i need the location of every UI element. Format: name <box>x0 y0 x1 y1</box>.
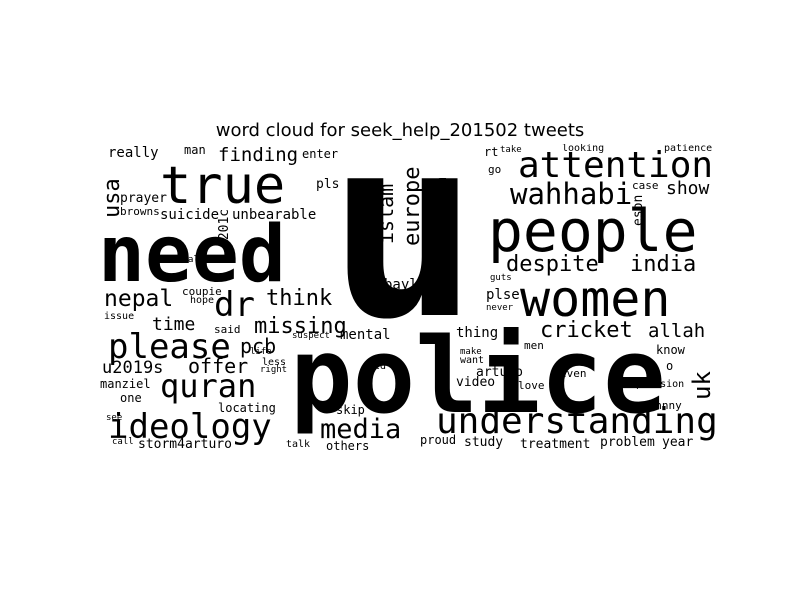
word-quran: quran <box>160 367 257 405</box>
word-make: make <box>460 347 482 357</box>
word-show: show <box>666 178 710 199</box>
word-proud: proud <box>420 433 457 447</box>
word-patience: patience <box>664 144 713 154</box>
word-finding: finding <box>218 144 299 166</box>
word-call: call <box>112 437 134 447</box>
word-prayer: prayer <box>120 191 167 206</box>
word-life: life <box>250 347 272 357</box>
word-really: really <box>108 145 159 161</box>
word-bayless: bayless <box>384 277 444 293</box>
word-dr: dr <box>214 285 255 325</box>
word-treatment: treatment <box>520 437 591 452</box>
word-media: media <box>320 414 402 445</box>
word-time: time <box>152 314 196 335</box>
word-others: others <box>326 439 370 453</box>
word-pls: pls <box>316 177 340 192</box>
word-arturo: arturo <box>476 365 523 380</box>
word-suspect: suspect <box>292 331 330 341</box>
word-situation: situation <box>432 176 450 258</box>
word-thing: thing <box>456 325 499 341</box>
word-suicide: suicide <box>160 207 220 223</box>
word-europe: europe <box>400 166 425 246</box>
word-mental: mental <box>340 327 391 343</box>
word-study: study <box>464 435 504 450</box>
word-ideology: ideology <box>108 407 272 447</box>
word-hope: hope <box>190 295 215 306</box>
word-attention: attention <box>518 145 714 186</box>
word-u: u <box>328 144 479 374</box>
word-manziel: manziel <box>100 377 151 391</box>
word-year: year <box>662 435 694 450</box>
word-issue: issue <box>104 311 135 322</box>
word-cloud: u police need people true women attentio… <box>100 144 720 456</box>
word-understanding: understanding <box>436 401 718 442</box>
word-espn: espn <box>631 194 646 226</box>
word-one: one <box>120 391 142 405</box>
word-police: police <box>290 315 666 437</box>
word-take: take <box>500 145 522 155</box>
word-love: love <box>518 379 545 392</box>
word-rt: rt <box>484 145 499 159</box>
word-allah: allah <box>648 320 706 342</box>
word-plse: plse <box>486 287 520 303</box>
word-problem: problem <box>600 435 655 450</box>
word-depression: depression <box>624 379 685 390</box>
word-cricket: cricket <box>540 318 633 343</box>
word-u201c: u201c <box>217 208 232 248</box>
word-need: need <box>100 210 286 300</box>
word-video: video <box>456 375 496 390</box>
word-think: think <box>266 286 333 311</box>
word-offer: offer <box>188 354 249 378</box>
word-pcb: pcb <box>240 334 277 358</box>
word-men: men <box>524 339 544 352</box>
word-unbearable: unbearable <box>232 207 317 223</box>
word-please: please <box>108 327 231 367</box>
word-coupie: coupie <box>182 285 222 298</box>
word-go: go <box>488 163 502 176</box>
word-johnny: johnny <box>642 399 682 412</box>
word-u2019s: u2019s <box>102 358 164 378</box>
word-islam: islam <box>374 183 398 244</box>
word-skip: skip <box>336 403 365 417</box>
word-true: true <box>160 156 286 216</box>
word-despite: despite <box>506 252 599 277</box>
word-less: less <box>262 357 287 368</box>
word-case: case <box>632 179 659 192</box>
word-people: people <box>488 197 698 265</box>
word-old: old <box>368 361 387 372</box>
word-locating: locating <box>218 401 276 415</box>
word-never: never <box>486 303 514 313</box>
word-man: man <box>184 144 206 157</box>
word-said: said <box>214 323 241 336</box>
word-alone: alone <box>188 255 216 265</box>
word-know: know <box>656 343 685 357</box>
word-enter: enter <box>302 147 339 161</box>
word-storm4arturo: storm4arturo <box>138 437 232 452</box>
word-right: right <box>260 365 288 375</box>
word-want: want <box>460 355 485 366</box>
chart-title: word cloud for seek_help_201502 tweets <box>215 120 585 141</box>
word-looking: looking <box>562 144 605 154</box>
word-nepal: nepal <box>104 286 174 312</box>
word-wahhabi: wahhabi <box>510 177 633 211</box>
word-browns: browns <box>120 205 160 218</box>
word-missing: missing <box>254 314 347 339</box>
word-uk: uk <box>688 371 716 400</box>
word-india: india <box>630 252 697 277</box>
word-o: o <box>666 359 674 373</box>
word-talk: talk <box>286 439 311 450</box>
word-guts: guts <box>490 273 512 283</box>
word-women: women <box>520 270 671 328</box>
word-even: even <box>560 367 587 380</box>
word-see: see <box>106 413 123 423</box>
